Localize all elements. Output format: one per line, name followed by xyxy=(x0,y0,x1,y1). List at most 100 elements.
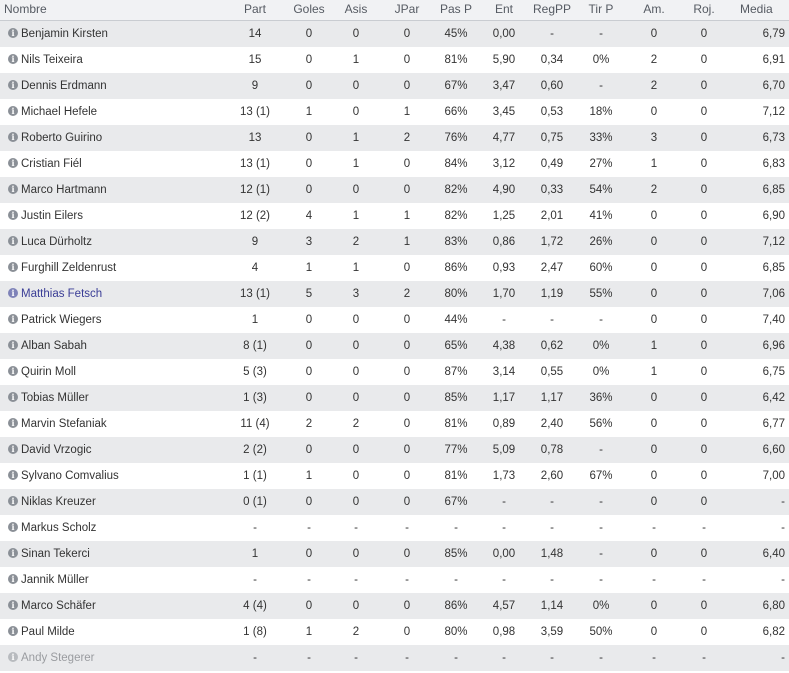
column-header-ent[interactable]: Ent xyxy=(494,2,513,16)
player-name-link[interactable]: Luca Dürholtz xyxy=(21,236,92,248)
column-header-am[interactable]: Am. xyxy=(643,2,665,16)
player-name-link[interactable]: Markus Scholz xyxy=(21,522,97,534)
player-name-link[interactable]: Niklas Kreuzer xyxy=(21,496,96,508)
table-row[interactable]: i Andy Stegerer - - - - - - - - - - - xyxy=(0,645,789,671)
info-icon[interactable]: i xyxy=(8,574,18,584)
player-name-link[interactable]: Justin Eilers xyxy=(21,210,83,222)
info-icon[interactable]: i xyxy=(8,314,18,324)
info-icon[interactable]: i xyxy=(8,392,18,402)
table-row[interactable]: i Roberto Guirino 13 0 1 2 76% 4,77 0,75 33% 3 0 6,7… xyxy=(0,125,789,151)
info-icon[interactable]: i xyxy=(8,626,18,636)
table-row[interactable]: i Sinan Tekerci 1 0 0 0 85% 0,00 1,48 - 0 0 6,40 xyxy=(0,541,789,567)
table-row[interactable]: i Justin Eilers 12 (2) 4 1 1 82% 1,25 2,01 41% 0 0 6… xyxy=(0,203,789,229)
stat-jpar-cell: 0 xyxy=(403,340,411,352)
player-name-link[interactable]: Matthias Fetsch xyxy=(21,288,103,300)
column-header-regpp[interactable]: RegPP xyxy=(532,2,572,16)
player-name-link[interactable]: Benjamin Kirsten xyxy=(21,28,108,40)
info-icon[interactable]: i xyxy=(8,496,18,506)
column-header-jpar[interactable]: JPar xyxy=(394,2,420,16)
info-icon[interactable]: i xyxy=(8,54,18,64)
player-name-link[interactable]: Michael Hefele xyxy=(21,106,98,118)
info-icon[interactable]: i xyxy=(8,236,18,246)
info-icon[interactable]: i xyxy=(8,158,18,168)
info-icon[interactable]: i xyxy=(8,132,18,142)
player-name-link[interactable]: Nils Teixeira xyxy=(21,54,83,66)
column-header-asis[interactable]: Asis xyxy=(344,2,368,16)
table-row[interactable]: i Cristian Fiél 13 (1) 0 1 0 84% 3,12 0,49 27% 1 0 6… xyxy=(0,151,789,177)
stat-roj-cell: 0 xyxy=(700,626,708,638)
player-name-link[interactable]: Patrick Wiegers xyxy=(21,314,102,326)
table-row[interactable]: i Sylvano Comvalius 1 (1) 1 0 0 81% 1,73 2,60 67%… xyxy=(0,463,789,489)
player-name-link[interactable]: Furghill Zeldenrust xyxy=(21,262,117,274)
player-name-link[interactable]: Quirin Moll xyxy=(21,366,76,378)
column-header-goles[interactable]: Goles xyxy=(293,2,325,16)
table-row[interactable]: i David Vrzogic 2 (2) 0 0 0 77% 5,09 0,78 - 0 0 6,60 xyxy=(0,437,789,463)
table-row[interactable]: i Paul Milde 1 (8) 1 2 0 80% 0,98 3,59 50% 0 0 6,82 xyxy=(0,619,789,645)
info-icon[interactable]: i xyxy=(8,522,18,532)
stat-media-cell: 7,40 xyxy=(762,314,785,326)
column-header-nombre[interactable]: Nombre xyxy=(4,2,47,16)
stat-pas-p-cell: 83% xyxy=(444,236,468,248)
table-row[interactable]: i Marco Hartmann 12 (1) 0 0 0 82% 4,90 0,33 54% 2 0… xyxy=(0,177,789,203)
player-name-link[interactable]: Alban Sabah xyxy=(21,340,87,352)
table-row[interactable]: i Tobias Müller 1 (3) 0 0 0 85% 1,17 1,17 36% 0 0 6,… xyxy=(0,385,789,411)
stat-regpp-cell: - xyxy=(550,652,554,664)
info-icon[interactable]: i xyxy=(8,262,18,272)
table-row[interactable]: i Alban Sabah 8 (1) 0 0 0 65% 4,38 0,62 0% 1 0 6,96 xyxy=(0,333,789,359)
column-header-part[interactable]: Part xyxy=(243,2,266,16)
player-name-link[interactable]: David Vrzogic xyxy=(21,444,92,456)
column-header-roj[interactable]: Roj. xyxy=(693,2,715,16)
table-row[interactable]: i Marvin Stefaniak 11 (4) 2 2 0 81% 0,89 2,40 56%… xyxy=(0,411,789,437)
info-icon[interactable]: i xyxy=(8,210,18,220)
info-icon[interactable]: i xyxy=(8,652,18,662)
table-row[interactable]: i Marco Schäfer 4 (4) 0 0 0 86% 4,57 1,14 0% 0 0 6,8… xyxy=(0,593,789,619)
player-name-link[interactable]: Sylvano Comvalius xyxy=(21,470,119,482)
table-row[interactable]: i Michael Hefele 13 (1) 1 0 1 66% 3,45 0,53 18% 0 0… xyxy=(0,99,789,125)
player-name-link[interactable]: Tobias Müller xyxy=(21,392,89,404)
stat-media-cell: 6,77 xyxy=(762,418,785,430)
table-row[interactable]: i Matthias Fetsch 13 (1) 5 3 2 80% 1,70 1,19 55% 0… xyxy=(0,281,789,307)
column-header-pas-p[interactable]: Pas P xyxy=(439,2,472,16)
player-name-link[interactable]: Marco Schäfer xyxy=(21,600,96,612)
player-name-link[interactable]: Jannik Müller xyxy=(21,574,89,586)
player-name-link[interactable]: Andy Stegerer xyxy=(21,652,95,664)
stat-regpp-cell: 0,34 xyxy=(540,54,564,66)
table-row[interactable]: i Nils Teixeira 15 0 1 0 81% 5,90 0,34 0% 2 0 6,91 xyxy=(0,47,789,73)
stat-media-cell: 6,96 xyxy=(762,340,785,352)
info-icon[interactable]: i xyxy=(8,106,18,116)
info-icon[interactable]: i xyxy=(8,444,18,454)
info-icon[interactable]: i xyxy=(8,548,18,558)
player-name-link[interactable]: Dennis Erdmann xyxy=(21,80,107,92)
stat-part-cell: 12 (2) xyxy=(239,210,271,222)
table-row[interactable]: i Quirin Moll 5 (3) 0 0 0 87% 3,14 0,55 0% 1 0 6,75 xyxy=(0,359,789,385)
info-icon[interactable]: i xyxy=(8,418,18,428)
info-icon[interactable]: i xyxy=(8,288,18,298)
stat-tir-p-cell: 0% xyxy=(592,340,610,352)
table-row[interactable]: i Markus Scholz - - - - - - - - - - - xyxy=(0,515,789,541)
player-name-cell: i Marco Schäfer xyxy=(8,593,238,619)
info-icon[interactable]: i xyxy=(8,28,18,38)
player-name-link[interactable]: Marvin Stefaniak xyxy=(21,418,107,430)
table-row[interactable]: i Patrick Wiegers 1 0 0 0 44% - - - 0 0 7,40 xyxy=(0,307,789,333)
player-name-link[interactable]: Sinan Tekerci xyxy=(21,548,90,560)
table-row[interactable]: i Furghill Zeldenrust 4 1 1 0 86% 0,93 2,47 60% 0 0… xyxy=(0,255,789,281)
table-row[interactable]: i Niklas Kreuzer 0 (1) 0 0 0 67% - - - 0 0 - xyxy=(0,489,789,515)
info-icon[interactable]: i xyxy=(8,366,18,376)
info-icon[interactable]: i xyxy=(8,470,18,480)
info-icon[interactable]: i xyxy=(8,184,18,194)
table-row[interactable]: i Luca Dürholtz 9 3 2 1 83% 0,86 1,72 26% 0 0 7,12 xyxy=(0,229,789,255)
player-name-link[interactable]: Roberto Guirino xyxy=(21,132,103,144)
info-icon[interactable]: i xyxy=(8,80,18,90)
player-name-link[interactable]: Marco Hartmann xyxy=(21,184,107,196)
player-name-link[interactable]: Cristian Fiél xyxy=(21,158,82,170)
stat-tir-p-cell: 27% xyxy=(589,158,613,170)
info-icon[interactable]: i xyxy=(8,340,18,350)
column-header-media[interactable]: Media xyxy=(740,2,773,16)
table-row[interactable]: i Benjamin Kirsten 14 0 0 0 45% 0,00 - - 0 0 6,79 xyxy=(0,21,789,47)
info-icon[interactable]: i xyxy=(8,600,18,610)
stat-pas-p-cell: 87% xyxy=(444,366,468,378)
player-name-link[interactable]: Paul Milde xyxy=(21,626,75,638)
table-row[interactable]: i Jannik Müller - - - - - - - - - - - xyxy=(0,567,789,593)
table-row[interactable]: i Dennis Erdmann 9 0 0 0 67% 3,47 0,60 - 2 0 6,70 xyxy=(0,73,789,99)
column-header-tir-p[interactable]: Tir P xyxy=(588,2,614,16)
